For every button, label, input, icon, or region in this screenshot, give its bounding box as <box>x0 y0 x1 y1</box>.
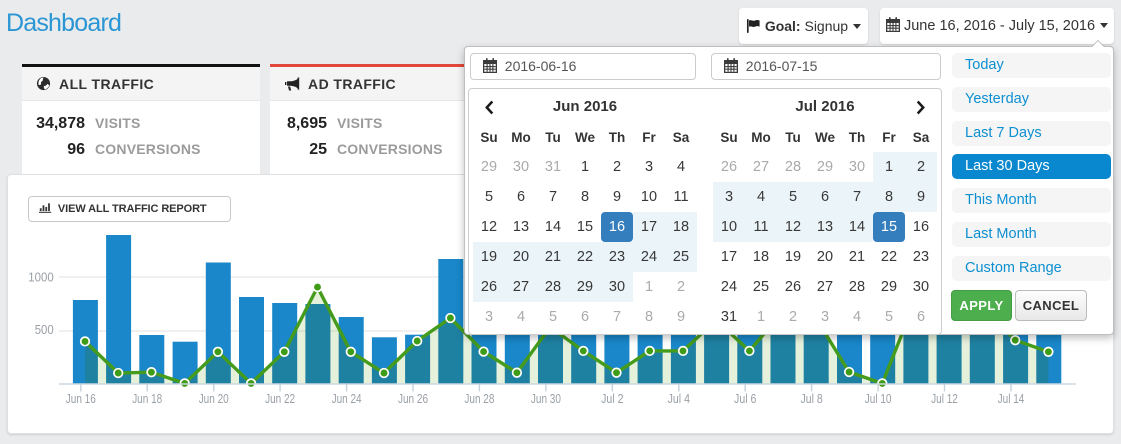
svg-text:500: 500 <box>35 323 54 337</box>
svg-text:Jun 28: Jun 28 <box>464 392 494 406</box>
svg-text:Jul 14: Jul 14 <box>998 392 1025 406</box>
svg-text:Jul 2: Jul 2 <box>601 392 623 406</box>
svg-text:Jun 24: Jun 24 <box>332 392 362 406</box>
svg-text:Jul 12: Jul 12 <box>931 392 958 406</box>
svg-text:Jul 10: Jul 10 <box>865 392 892 406</box>
svg-text:Jul 6: Jul 6 <box>734 392 756 406</box>
svg-text:Jul 4: Jul 4 <box>668 392 690 406</box>
svg-text:Jun 18: Jun 18 <box>132 392 162 406</box>
svg-text:Jun 22: Jun 22 <box>265 392 295 406</box>
svg-text:Jul 8: Jul 8 <box>800 392 822 406</box>
svg-text:Jun 30: Jun 30 <box>531 392 561 406</box>
svg-text:Jun 26: Jun 26 <box>398 392 428 406</box>
svg-text:1000: 1000 <box>28 270 53 284</box>
svg-text:Jun 20: Jun 20 <box>199 392 229 406</box>
svg-text:Jun 16: Jun 16 <box>66 392 96 406</box>
